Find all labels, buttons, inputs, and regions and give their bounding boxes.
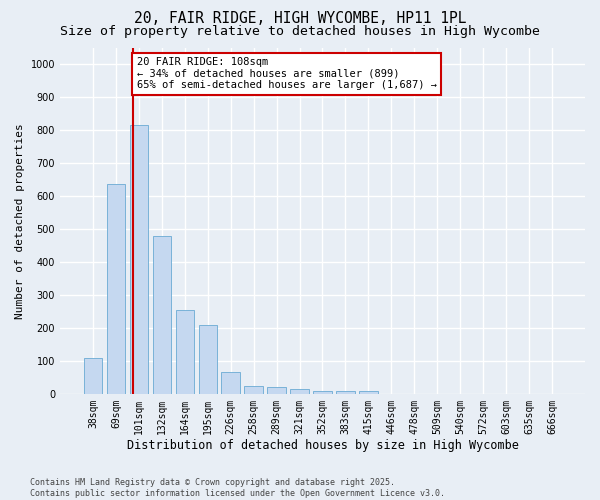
Bar <box>336 391 355 394</box>
Bar <box>176 310 194 394</box>
Bar <box>199 324 217 394</box>
Bar <box>359 390 377 394</box>
Text: 20 FAIR RIDGE: 108sqm
← 34% of detached houses are smaller (899)
65% of semi-det: 20 FAIR RIDGE: 108sqm ← 34% of detached … <box>137 58 437 90</box>
Bar <box>244 386 263 394</box>
Bar <box>152 236 171 394</box>
Bar <box>313 390 332 394</box>
Text: Size of property relative to detached houses in High Wycombe: Size of property relative to detached ho… <box>60 25 540 38</box>
X-axis label: Distribution of detached houses by size in High Wycombe: Distribution of detached houses by size … <box>127 440 518 452</box>
Text: Contains HM Land Registry data © Crown copyright and database right 2025.
Contai: Contains HM Land Registry data © Crown c… <box>30 478 445 498</box>
Bar <box>290 389 308 394</box>
Bar <box>130 125 148 394</box>
Bar <box>268 387 286 394</box>
Bar <box>221 372 240 394</box>
Text: 20, FAIR RIDGE, HIGH WYCOMBE, HP11 1PL: 20, FAIR RIDGE, HIGH WYCOMBE, HP11 1PL <box>134 11 466 26</box>
Bar <box>107 184 125 394</box>
Y-axis label: Number of detached properties: Number of detached properties <box>15 123 25 318</box>
Bar <box>84 358 102 394</box>
